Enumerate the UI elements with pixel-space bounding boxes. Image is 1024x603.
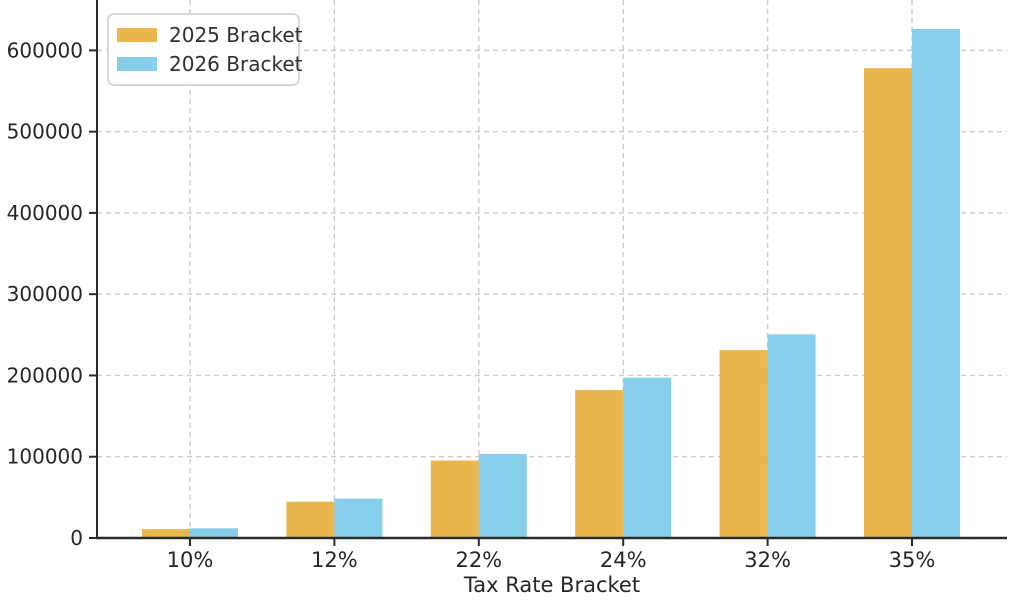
- bar-2025-10%: [142, 529, 190, 538]
- y-tick-label: 400000: [7, 201, 83, 225]
- legend-label-2025: 2025 Bracket: [169, 23, 303, 47]
- y-tick-label: 500000: [7, 120, 83, 144]
- x-tick-label: 10%: [167, 548, 214, 572]
- legend-label-2026: 2026 Bracket: [169, 52, 303, 76]
- legend-swatch-2026: [117, 57, 157, 71]
- x-tick-label: 32%: [744, 548, 791, 572]
- x-axis-label: Tax Rate Bracket: [463, 573, 641, 597]
- x-tick-label: 22%: [455, 548, 502, 572]
- y-tick-label: 0: [70, 526, 83, 550]
- x-tick-label: 12%: [311, 548, 358, 572]
- bar-2025-24%: [575, 390, 624, 538]
- y-tick-label: 600000: [7, 38, 83, 62]
- legend: 2025 Bracket 2026 Bracket: [107, 13, 302, 86]
- y-tick-label: 100000: [7, 445, 83, 469]
- bar-2025-35%: [864, 68, 912, 538]
- bar-2025-22%: [430, 460, 479, 538]
- y-tick-label: 200000: [7, 363, 83, 387]
- y-tick-label: 300000: [7, 282, 83, 306]
- bar-2026-32%: [767, 334, 816, 538]
- bar-2025-32%: [719, 350, 768, 538]
- bar-2025-12%: [286, 501, 335, 538]
- bar-2026-35%: [912, 28, 960, 539]
- legend-swatch-2025: [117, 28, 157, 42]
- bar-2026-12%: [334, 498, 383, 538]
- x-tick-label: 24%: [600, 548, 647, 572]
- bar-2026-22%: [478, 454, 527, 538]
- x-tick-label: 35%: [889, 548, 936, 572]
- legend-item-2026: 2026 Bracket: [117, 53, 302, 75]
- legend-item-2025: 2025 Bracket: [117, 24, 302, 46]
- bar-2026-10%: [190, 528, 238, 538]
- bar-2026-24%: [623, 377, 672, 538]
